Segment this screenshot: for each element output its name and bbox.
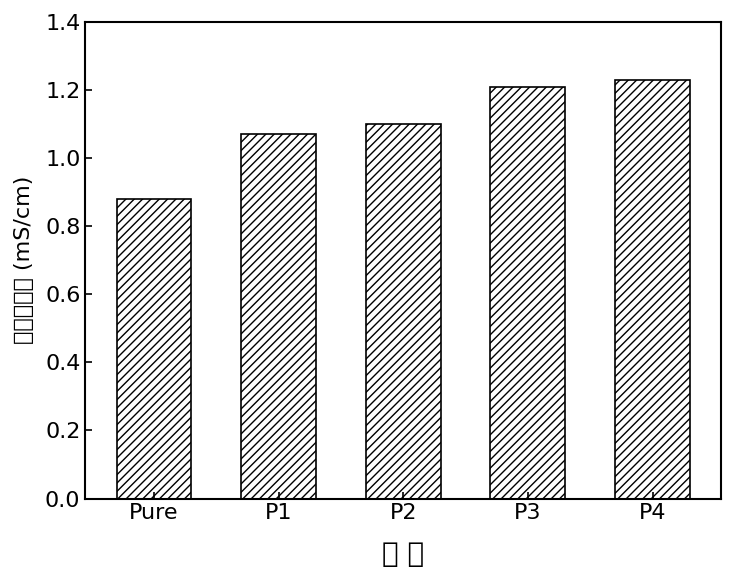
Bar	[615, 80, 690, 499]
Y-axis label: 离子电导率 (mS/cm): 离子电导率 (mS/cm)	[14, 176, 34, 345]
Bar	[490, 87, 565, 499]
X-axis label: 样 品: 样 品	[382, 540, 424, 568]
Bar	[366, 124, 441, 499]
Bar	[117, 199, 191, 499]
Bar	[241, 134, 316, 499]
